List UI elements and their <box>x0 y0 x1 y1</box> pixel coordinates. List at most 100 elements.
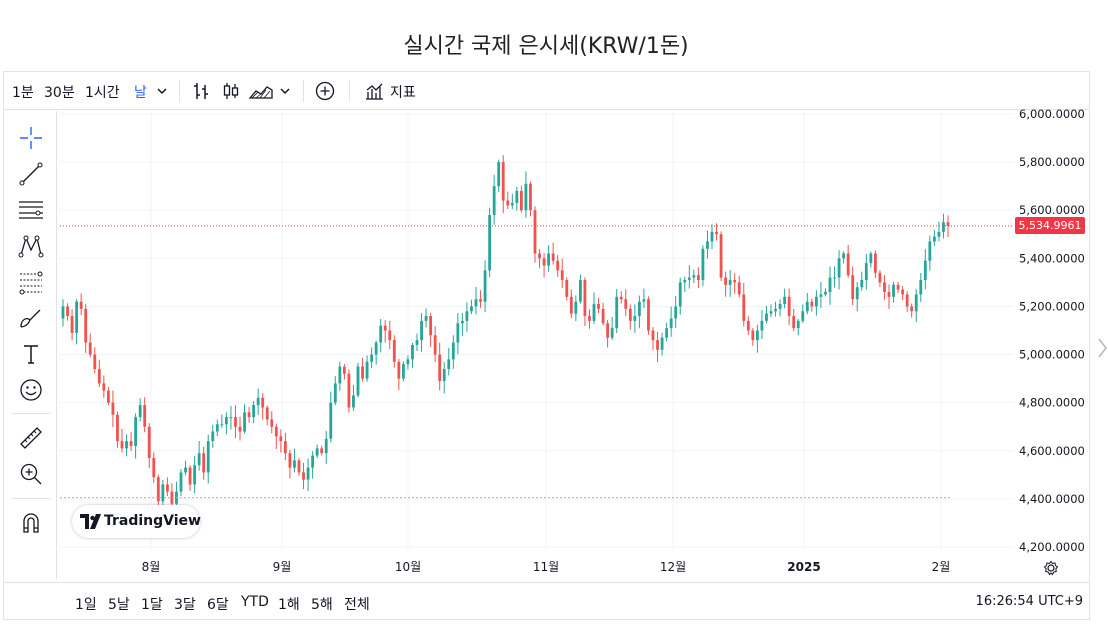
text-icon[interactable] <box>18 341 44 367</box>
compare-add-icon[interactable] <box>314 80 336 102</box>
candle-body <box>306 467 310 480</box>
candle-body <box>905 294 909 307</box>
interval-day[interactable]: 날 <box>134 85 147 101</box>
candle-body <box>710 231 714 242</box>
interval-1m[interactable]: 1분 <box>12 85 34 101</box>
candle-body <box>651 330 655 341</box>
fib-icon[interactable] <box>18 269 44 295</box>
chevron-down-icon[interactable] <box>155 80 169 102</box>
range-1y[interactable]: 1해 <box>278 597 300 613</box>
range-ytd[interactable]: YTD <box>241 594 269 610</box>
range-6m[interactable]: 6달 <box>207 597 229 613</box>
price-chart[interactable]: 6,000.0000 5,800.0000 5,600.0000 5,400.0000… <box>0 0 1108 582</box>
candle-body <box>606 323 610 338</box>
candle-body <box>152 457 156 478</box>
candle-body <box>601 308 605 324</box>
candle-body <box>615 296 619 329</box>
candle-body <box>565 279 569 297</box>
page-title: 실시간 국제 은시세(KRW/1돈) <box>403 34 689 59</box>
candle-body <box>116 414 119 442</box>
candle-body <box>406 359 410 365</box>
interval-1h[interactable]: 1시간 <box>85 85 120 101</box>
candle-body <box>234 417 237 427</box>
candle-body <box>633 316 637 321</box>
candle-body <box>751 330 755 341</box>
crosshair-icon[interactable] <box>18 125 44 151</box>
price-tick-label: 4,800.0000 <box>1019 396 1085 410</box>
candle-body <box>420 320 423 341</box>
candle-body <box>783 296 787 305</box>
candle-body <box>229 417 233 419</box>
range-all[interactable]: 전체 <box>344 597 370 613</box>
candle-body <box>746 320 750 331</box>
price-tick-label: 4,200.0000 <box>1019 540 1085 554</box>
candle-body <box>687 277 691 280</box>
range-1m[interactable]: 1달 <box>141 597 163 613</box>
pattern-icon[interactable] <box>18 233 44 259</box>
chevron-down-icon[interactable] <box>278 80 292 102</box>
toolbar-divider <box>179 80 180 102</box>
candle-body <box>864 263 868 280</box>
candle-body <box>120 441 124 449</box>
candle-body <box>724 277 728 285</box>
timezone-clock[interactable]: 16:26:54 UTC+9 <box>975 594 1083 609</box>
candle-body <box>842 253 846 259</box>
candle-body <box>374 342 378 355</box>
candle-body <box>796 320 800 329</box>
range-1d[interactable]: 1일 <box>75 597 97 613</box>
candle-body <box>883 282 886 293</box>
brush-icon[interactable] <box>18 305 44 331</box>
candle-body <box>361 366 364 379</box>
toolbar-divider <box>349 80 350 102</box>
candle-body <box>438 354 442 382</box>
range-5d[interactable]: 5날 <box>108 597 130 613</box>
candle-style-icon[interactable] <box>220 80 242 102</box>
horizontal-lines-icon[interactable] <box>18 197 44 223</box>
candle-body <box>320 448 324 454</box>
magnet-icon[interactable] <box>18 510 44 536</box>
candle-body <box>179 472 183 492</box>
candle-body <box>288 453 292 468</box>
candle-body <box>760 320 764 331</box>
candle-body <box>247 412 251 418</box>
range-5y[interactable]: 5해 <box>311 597 333 613</box>
candle-body <box>256 397 260 406</box>
price-axis[interactable]: 6,000.0000 5,800.0000 5,600.0000 5,400.0000… <box>1019 107 1085 554</box>
settings-gear-icon[interactable] <box>1043 560 1059 576</box>
candle-body <box>942 222 945 232</box>
candle-body <box>574 301 578 314</box>
candle-body <box>728 279 732 285</box>
candle-body <box>719 234 723 278</box>
candle-body <box>66 306 69 317</box>
ruler-icon[interactable] <box>18 425 44 451</box>
trendline-icon[interactable] <box>18 161 44 187</box>
candle-body <box>510 203 514 206</box>
interval-30m[interactable]: 30분 <box>44 85 75 101</box>
candle-body <box>465 311 469 321</box>
chevron-right-icon[interactable] <box>1096 336 1108 360</box>
candle-body <box>887 292 891 297</box>
time-axis[interactable]: 8월 9월 10월 11월 12월 2025 2월 <box>142 560 951 574</box>
zoom-icon[interactable] <box>18 461 44 487</box>
time-tick-label: 12월 <box>660 560 686 574</box>
indicators-icon[interactable] <box>363 80 385 102</box>
candle-body <box>252 405 256 418</box>
candle-body <box>70 316 74 333</box>
candle-body <box>792 316 796 329</box>
indicators-button[interactable]: 지표 <box>390 85 416 101</box>
emoji-icon[interactable] <box>18 377 44 403</box>
tradingview-logo[interactable]: TradingView <box>72 505 201 538</box>
candle-body <box>392 340 396 362</box>
candle-body <box>143 405 147 427</box>
bar-chart-style-icon[interactable] <box>190 80 212 102</box>
candle-body <box>111 402 115 415</box>
candle-body <box>860 279 864 288</box>
candle-body <box>75 301 79 333</box>
range-3m[interactable]: 3달 <box>174 597 196 613</box>
candle-body <box>265 407 269 420</box>
candle-body <box>302 472 305 480</box>
candle-body <box>220 424 224 426</box>
candle-body <box>597 304 600 309</box>
area-chart-icon[interactable] <box>248 80 274 102</box>
candle-body <box>365 361 369 379</box>
